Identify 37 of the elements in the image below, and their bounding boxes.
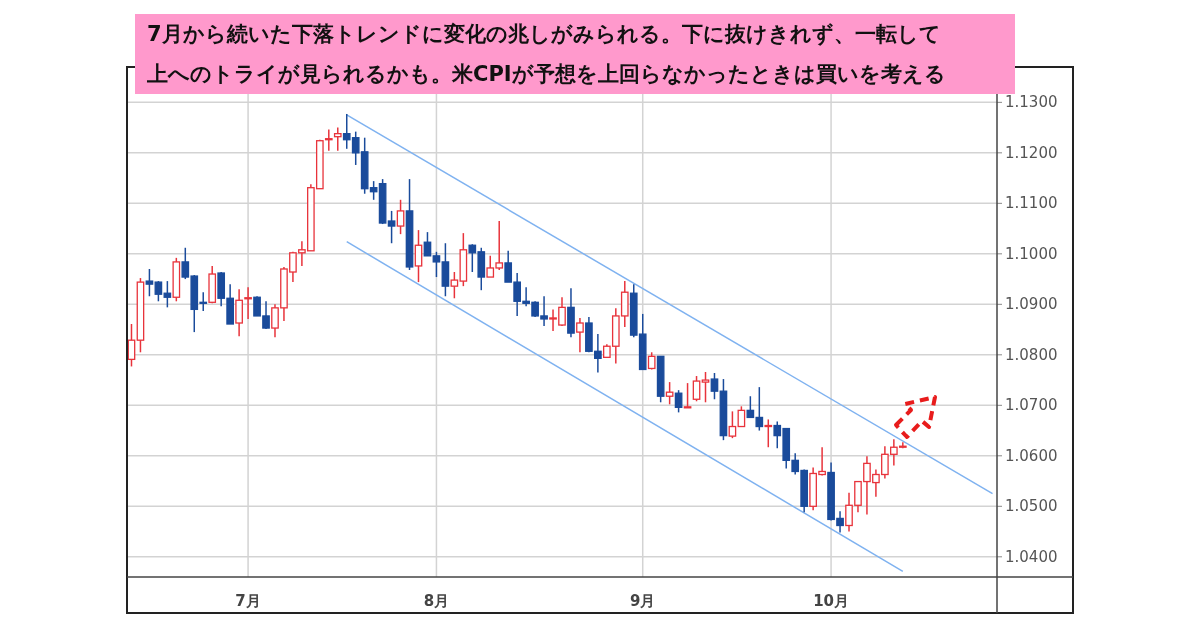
- y-tick-label: 1.0600: [1005, 446, 1058, 465]
- candlestick: [127, 323, 136, 368]
- candlestick: [692, 375, 701, 403]
- candlestick: [674, 389, 683, 414]
- y-tick-label: 1.0900: [1005, 295, 1058, 314]
- candlestick: [235, 288, 243, 337]
- candlestick: [145, 268, 154, 297]
- candlestick: [576, 317, 584, 354]
- candlestick: [710, 372, 719, 401]
- candlestick: [432, 251, 441, 278]
- candlestick: [701, 371, 710, 404]
- y-tick-label: 1.1200: [1005, 143, 1058, 162]
- y-tick-label: 1.1000: [1005, 244, 1058, 263]
- x-tick-label: 9月: [630, 592, 656, 610]
- candlestick: [728, 410, 737, 439]
- candlestick: [244, 286, 252, 320]
- y-tick-label: 1.0400: [1005, 547, 1058, 566]
- y-tick-label: 1.0500: [1005, 497, 1058, 516]
- x-tick-label: 7月: [235, 592, 261, 610]
- candlestick: [423, 231, 432, 257]
- y-tick-label: 1.1100: [1005, 194, 1058, 213]
- candlestick: [764, 418, 773, 448]
- candlestick: [324, 128, 333, 152]
- candlestick: [414, 229, 423, 283]
- x-tick-label: 10月: [813, 592, 850, 610]
- candlestick: [154, 280, 163, 303]
- chart-subtitle: 上へのトライが見られるかも。米CPIが予想を上回らなかったときは買いを考える: [146, 61, 947, 88]
- candlestick: [333, 126, 342, 152]
- candlestick: [163, 280, 172, 309]
- y-tick-label: 1.0800: [1005, 345, 1058, 364]
- candlestick: [396, 199, 405, 235]
- candlestick: [387, 210, 396, 244]
- x-tick-label: 8月: [423, 592, 450, 610]
- chart-title: 7月から続いた下落トレンドに変化の兆しがみられる。下に抜けきれず、一転して: [146, 21, 942, 48]
- y-tick-label: 1.0700: [1005, 396, 1058, 415]
- candlestick: [665, 381, 674, 406]
- y-tick-label: 1.1300: [1005, 93, 1058, 112]
